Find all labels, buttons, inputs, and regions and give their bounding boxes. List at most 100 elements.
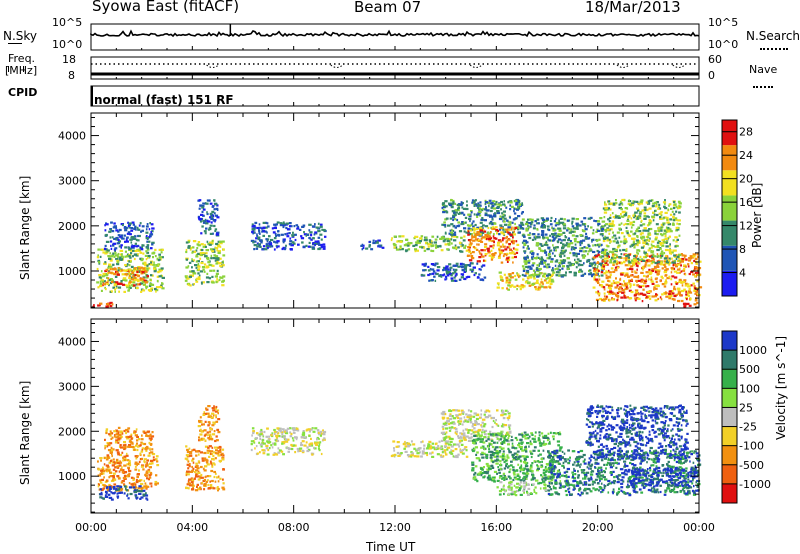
echo-cell-1-5-41 (300, 442, 303, 445)
echo-cell-0-14-126 (600, 284, 603, 287)
echo-cell-0-13-505 (579, 234, 583, 237)
echo-cell-1-7-45 (474, 421, 478, 424)
echo-cell-1-2-47 (119, 430, 123, 433)
echo-cell-0-3-38 (115, 226, 118, 230)
echo-cell-0-12-110 (531, 283, 534, 286)
echo-cell-0-15-228 (667, 223, 671, 226)
echo-cell-0-13-410 (524, 262, 528, 265)
echo-cell-1-7-50 (480, 424, 483, 427)
echo-cell-0-12-98 (540, 281, 543, 284)
echo-cell-1-1-58 (113, 492, 116, 495)
echo-cell-1-5-158 (256, 452, 259, 455)
echo-cell-0-13-71 (527, 224, 529, 227)
echo-cell-0-12-63 (508, 279, 512, 282)
echo-cell-0-11-184 (474, 233, 477, 236)
echo-cell-0-6-203 (271, 227, 274, 230)
echo-cell-0-13-188 (535, 244, 539, 247)
echo-cell-0-6-209 (253, 248, 256, 251)
echo-cell-1-2-62 (127, 435, 131, 439)
echo-cell-1-6-107 (456, 443, 460, 446)
echo-cell-1-5-53 (284, 432, 289, 435)
echo-cell-0-6-137 (270, 238, 274, 242)
echo-cell-0-13-28 (542, 220, 546, 223)
echo-cell-1-3-69 (214, 457, 217, 460)
echo-cell-0-11-185 (466, 254, 469, 257)
echo-cell-1-6-118 (392, 440, 396, 443)
echo-cell-0-3-100 (151, 241, 155, 244)
echo-cell-1-7-123 (507, 410, 509, 413)
echo-cell-0-10-322 (484, 201, 489, 204)
echo-cell-0-14-532 (624, 264, 628, 267)
echo-cell-0-6-141 (273, 248, 276, 251)
echo-cell-0-11-190 (489, 245, 493, 248)
echo-cell-0-4-103 (216, 269, 219, 272)
echo-cell-1-6-104 (451, 445, 454, 448)
echo-cell-0-10-228 (491, 223, 494, 226)
echo-cell-0-11-163 (477, 243, 480, 246)
echo-cell-0-13-169 (593, 261, 596, 264)
echo-cell-1-5-113 (313, 446, 315, 449)
echo-cell-0-6-138 (250, 239, 255, 242)
echo-cell-0-12-46 (507, 278, 509, 281)
echo-cell-1-5-42 (271, 432, 274, 435)
echo-cell-0-1-308 (115, 285, 118, 288)
echo-cell-1-1-3 (112, 487, 116, 490)
echo-cell-0-14-533 (607, 279, 610, 282)
echo-cell-0-13-502 (576, 261, 578, 265)
echo-cell-0-12-1 (536, 288, 540, 291)
echo-cell-0-13-203 (531, 238, 535, 241)
echo-cell-0-6-198 (284, 247, 287, 250)
echo-cell-0-15-418 (624, 214, 628, 217)
echo-cell-0-1-193 (129, 285, 131, 288)
echo-cell-0-14-380 (615, 293, 617, 296)
echo-cell-0-10-287 (449, 229, 452, 232)
echo-cell-1-3-141 (207, 451, 210, 454)
echo-cell-1-3-111 (209, 460, 212, 463)
echo-cell-0-13-15 (560, 262, 564, 265)
echo-cell-1-2-1 (110, 437, 113, 440)
echo-cell-0-4-136 (216, 249, 219, 252)
echo-cell-0-14-350 (681, 281, 685, 284)
echo-cell-0-13-374 (523, 239, 526, 242)
echo-cell-0-11-156 (476, 231, 480, 234)
echo-cell-0-12-82 (526, 276, 529, 279)
echo-cell-0-13-523 (582, 223, 586, 226)
echo-cell-0-14-277 (602, 298, 606, 301)
echo-cell-0-1-162 (114, 290, 116, 293)
echo-cell-1-7-214 (467, 431, 470, 434)
echo-cell-0-14-299 (608, 299, 611, 302)
echo-cell-0-13-152 (543, 249, 547, 252)
echo-cell-0-11-174 (513, 230, 515, 233)
echo-cell-1-2-114 (133, 430, 136, 433)
echo-cell-0-1-143 (141, 257, 144, 261)
echo-cell-0-4-4 (203, 263, 207, 266)
echo-cell-1-2-59 (122, 446, 125, 449)
echo-cell-0-15-144 (619, 200, 622, 203)
echo-cell-1-0-144 (114, 470, 118, 473)
echo-cell-0-6-214 (291, 241, 295, 244)
echo-cell-1-5-129 (258, 441, 261, 444)
echo-cell-0-11-173 (490, 256, 495, 259)
echo-cell-0-15-278 (672, 206, 676, 210)
echo-cell-1-0-63 (135, 457, 138, 460)
echo-cell-1-7-59 (449, 413, 452, 416)
echo-cell-0-14-308 (617, 281, 620, 284)
echo-cell-0-8-50 (446, 248, 449, 251)
echo-cell-1-4-56 (215, 439, 219, 442)
echo-cell-1-5-95 (289, 427, 292, 430)
echo-cell-0-10-259 (451, 228, 453, 231)
echo-cell-0-6-121 (277, 245, 280, 248)
echo-cell-0-15-449 (603, 216, 606, 219)
echo-cell-0-13-302 (597, 229, 601, 232)
echo-cell-0-10-26 (488, 199, 492, 202)
echo-cell-1-0-138 (128, 472, 131, 475)
echo-cell-0-15-395 (645, 242, 648, 245)
echo-cell-0-1-199 (136, 280, 140, 283)
noise-tick-low-right: 10^0 (708, 38, 739, 51)
echo-cell-1-8-4 (504, 475, 506, 478)
echo-cell-0-15-196 (664, 258, 666, 261)
echo-cell-0-5-16 (200, 213, 204, 216)
echo-cell-0-1-214 (151, 252, 155, 255)
echo-cell-0-14-473 (657, 284, 660, 288)
echo-cell-1-0-206 (127, 475, 131, 478)
